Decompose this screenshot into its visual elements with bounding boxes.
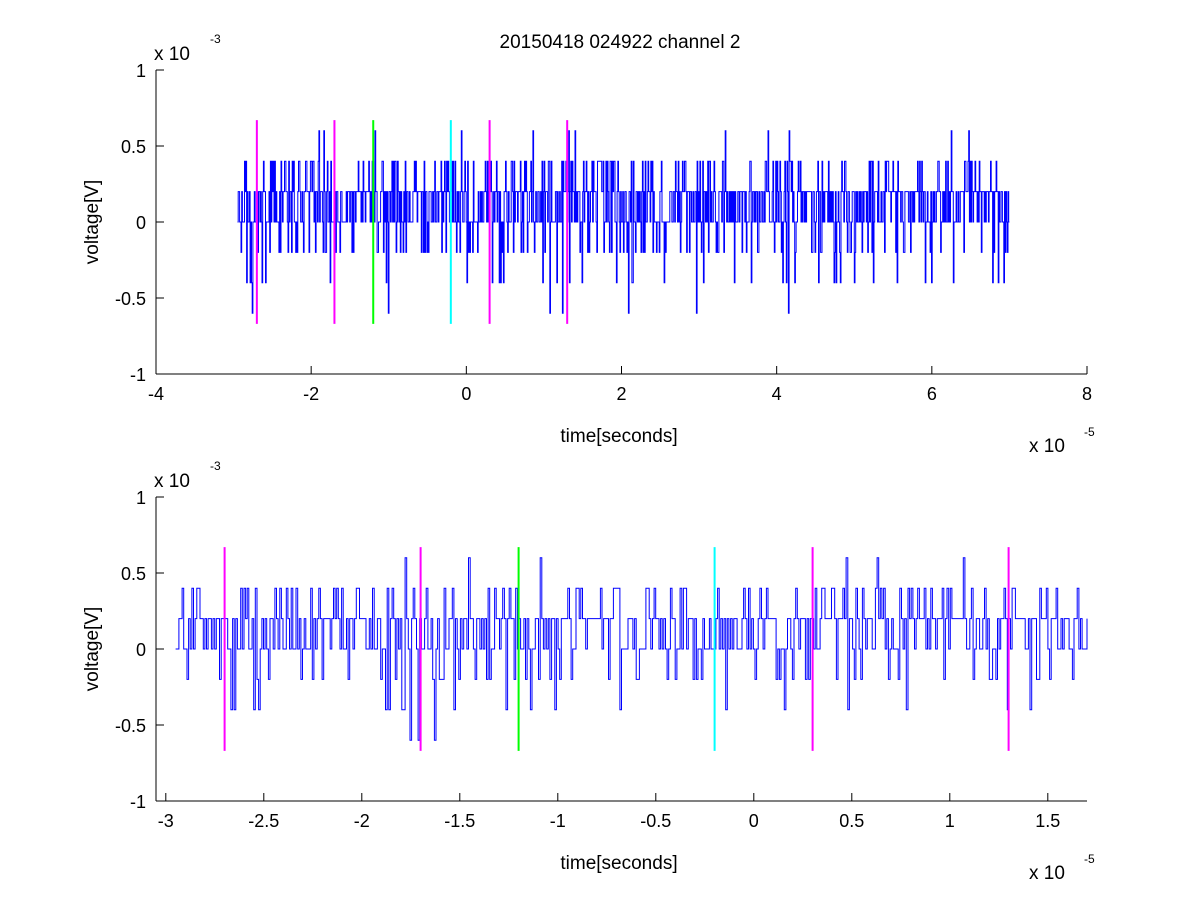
x-tick-label: 4 xyxy=(772,384,782,404)
x-tick-label: 0 xyxy=(749,811,759,831)
y-multiplier: x 10 xyxy=(154,44,190,65)
x-axis-label: time[seconds] xyxy=(560,426,677,447)
x-multiplier: x 10 xyxy=(1029,436,1065,457)
y-multiplier-exponent: -3 xyxy=(210,32,221,46)
y-tick-label: -1 xyxy=(130,365,146,385)
x-tick-label: -2 xyxy=(354,811,370,831)
signal-trace xyxy=(175,557,1088,741)
x-tick-label: 1 xyxy=(945,811,955,831)
x-tick-label: -3 xyxy=(158,811,174,831)
x-tick-label: 2 xyxy=(616,384,626,404)
y-tick-label: 1 xyxy=(136,61,146,81)
x-multiplier-exponent: -5 xyxy=(1084,425,1095,439)
y-axis-label: voltage[V] xyxy=(82,607,103,692)
y-tick-label: -0.5 xyxy=(115,289,146,309)
y-multiplier: x 10 xyxy=(154,471,190,492)
y-tick-label: 0 xyxy=(136,640,146,660)
x-tick-label: 0.5 xyxy=(839,811,864,831)
x-tick-label: 0 xyxy=(461,384,471,404)
x-tick-label: 6 xyxy=(927,384,937,404)
y-multiplier-exponent: -3 xyxy=(210,459,221,473)
x-tick-label: -1.5 xyxy=(444,811,475,831)
x-tick-label: -2.5 xyxy=(248,811,279,831)
bottom-plot: -3 -2.5 -2 -1.5 -1 -0.5 0 0.5 1 1.5 -1 -0.5 0 0.5 1 tim… xyxy=(82,459,1095,884)
x-axis-label: time[seconds] xyxy=(560,853,677,874)
y-tick-label: -1 xyxy=(130,792,146,812)
x-tick-label: 8 xyxy=(1082,384,1092,404)
figure-title: 20150418 024922 channel 2 xyxy=(500,32,741,53)
x-tick-label: -1 xyxy=(550,811,566,831)
x-tick-label: -2 xyxy=(303,384,319,404)
x-tick-label: -4 xyxy=(148,384,164,404)
y-tick-label: 0.5 xyxy=(121,137,146,157)
x-tick-label: 1.5 xyxy=(1035,811,1060,831)
y-tick-label: 1 xyxy=(136,488,146,508)
x-tick-label: -0.5 xyxy=(640,811,671,831)
signal-trace xyxy=(237,130,1010,314)
top-plot: -4 -2 0 2 4 6 8 -1 -0.5 0 0.5 1 time[seconds] voltage… xyxy=(82,32,1095,457)
x-multiplier: x 10 xyxy=(1029,863,1065,884)
y-tick-label: -0.5 xyxy=(115,716,146,736)
y-tick-label: 0 xyxy=(136,213,146,233)
x-multiplier-exponent: -5 xyxy=(1084,852,1095,866)
y-axis-label: voltage[V] xyxy=(82,180,103,265)
y-tick-label: 0.5 xyxy=(121,564,146,584)
